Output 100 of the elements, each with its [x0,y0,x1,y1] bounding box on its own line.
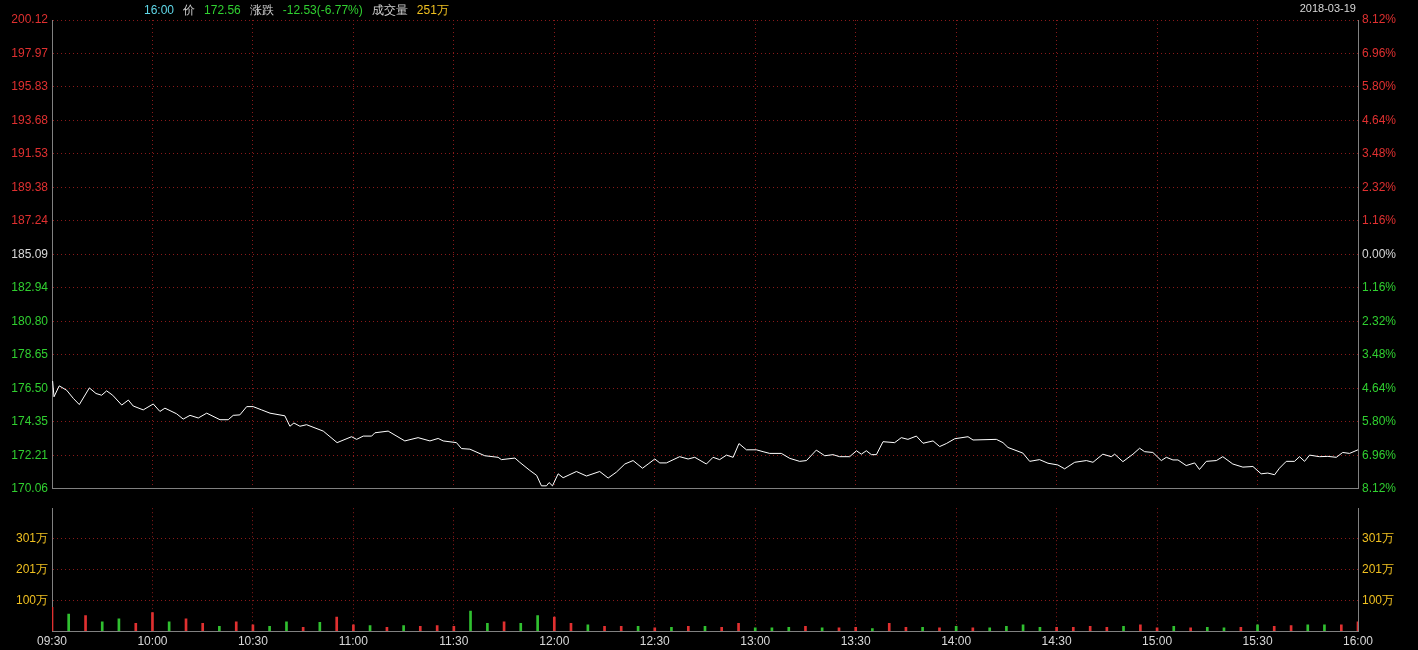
bar [67,613,71,631]
bar [1139,624,1142,631]
bar [653,627,657,631]
bar [787,626,791,631]
chart-subtitle: 2018-03-19 [1299,2,1356,14]
x-tick-label: 13:00 [740,633,771,648]
bar [352,624,355,631]
y2-tick-label: 0.00% [1362,246,1397,261]
x-tick-label: 13:30 [840,633,872,648]
bar [619,626,623,631]
bar [1339,624,1343,631]
y2-tick-label: 5.80% [1362,79,1397,94]
x-tick-label: 11:30 [439,633,469,648]
y-tick-label: 174.35 [11,414,49,429]
y2-tick-label: 4.64% [1362,112,1397,127]
y-tick-label: 189.38 [11,179,49,194]
bar [201,623,205,631]
bar [720,626,724,631]
bar [84,615,87,631]
y-tick-label: 193.68 [11,112,49,127]
y2-tick-label: 2.32% [1362,313,1397,328]
bar [469,610,472,631]
bar [335,616,339,631]
y2-tick-label: 1.16% [1362,280,1397,295]
y2-tick-label: 2.32% [1362,179,1397,194]
bar [435,625,439,631]
bar [737,623,740,631]
y2-tick-label: 6.96% [1362,45,1397,60]
bar [486,623,489,631]
text: 172.56 [204,3,241,17]
text: 成交量 [371,3,408,17]
bar [938,627,941,631]
bar [1005,626,1008,631]
bar [268,626,271,631]
y-tick-label: 100万 [15,592,48,607]
y2-tick-label: 8.12% [1362,481,1397,496]
bar [134,623,138,631]
y-tick-label: 197.97 [11,45,49,60]
y-tick-label: 182.94 [11,280,49,295]
text: 涨跌 [249,3,274,17]
y-tick-label: 180.80 [11,313,49,328]
bar [151,612,154,631]
bar [753,627,757,631]
y2-tick-label: 201万 [1362,561,1395,576]
bar [988,627,992,631]
x-tick-label: 15:30 [1242,633,1273,648]
y-tick-label: 200.12 [11,12,49,27]
bar [1205,626,1209,631]
y2-tick-label: 3.48% [1362,146,1397,161]
y2-tick-label: 3.48% [1362,347,1397,362]
bar [686,626,690,631]
bar [519,623,523,631]
y2-tick-label: 100万 [1362,592,1395,607]
bar [1071,626,1075,631]
y2-tick-label: 4.64% [1362,380,1397,395]
text: 251万 [416,3,449,17]
y-tick-label: 172.21 [11,447,49,462]
bar [1323,624,1326,631]
bar [218,626,221,631]
y2-tick-label: 6.96% [1362,447,1397,462]
bar [603,626,606,631]
bar [536,615,539,631]
y-tick-label: 178.65 [11,347,49,362]
bar [1055,626,1058,631]
y-tick-label: 185.09 [11,246,49,261]
y-tick-label: 201万 [15,561,48,576]
y-tick-label: 187.24 [11,213,49,228]
text: 价 [183,3,196,17]
x-tick-label: 09:30 [36,633,68,648]
bar [402,625,405,631]
bar [887,623,891,631]
y2-tick-label: 8.12% [1362,12,1397,27]
bar [1122,626,1125,631]
y-tick-label: 195.83 [11,79,49,94]
bar [234,621,238,631]
bar [1172,626,1176,631]
x-tick-label: 16:00 [1342,633,1374,648]
y-tick-label: 191.53 [11,146,49,161]
y-tick-label: 301万 [15,530,48,545]
y2-tick-label: 5.80% [1362,414,1397,429]
x-tick-label: 12:00 [539,633,570,648]
x-tick-label: 10:30 [237,633,269,648]
bar [418,626,422,631]
bar [921,626,924,631]
x-tick-label: 14:30 [1041,633,1072,648]
y-tick-label: 176.50 [11,380,49,395]
bar [1306,624,1310,631]
text: -12.53(-6.77%) [282,3,363,17]
x-tick-label: 10:00 [137,633,168,648]
y2-tick-label: 1.16% [1362,213,1397,228]
bar [285,621,288,631]
x-tick-label: 11:00 [338,633,369,648]
bar [1189,627,1192,631]
bar [100,621,104,631]
y-tick-label: 170.06 [11,481,49,496]
bar [1088,626,1092,631]
bar [1256,624,1259,631]
x-tick-label: 12:30 [639,633,671,648]
bar [552,616,556,631]
y2-tick-label: 301万 [1362,530,1395,545]
